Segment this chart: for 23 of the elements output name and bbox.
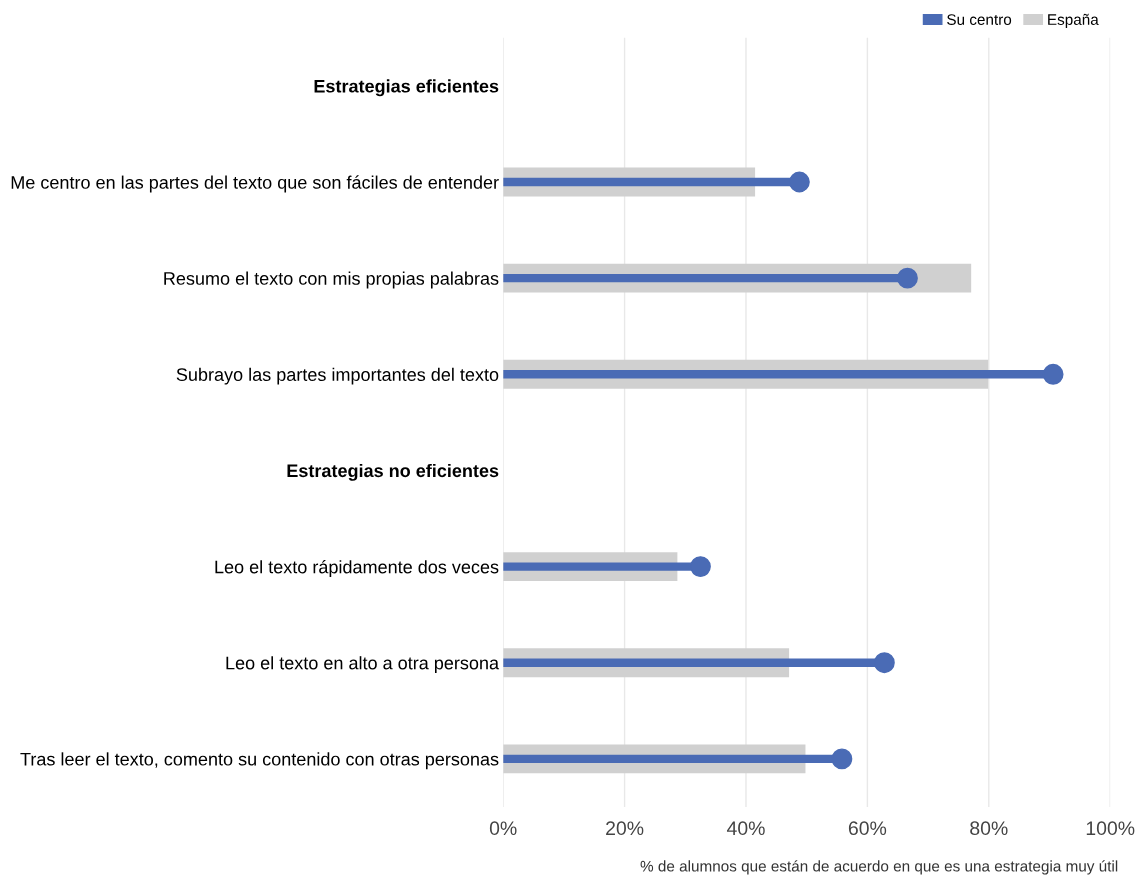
point: [1042, 363, 1064, 385]
y-tick-label: Estrategias no eficientes: [287, 463, 499, 481]
point: [788, 171, 810, 193]
x-tick-label: 0%: [489, 821, 517, 836]
y-tick-label: Leo el texto en alto a otra persona: [226, 656, 500, 673]
legend-label: España: [1048, 13, 1099, 28]
point: [690, 556, 711, 577]
x-tick-label: 40%: [726, 821, 765, 836]
x-tick-label: 60%: [848, 821, 887, 836]
y-tick-label: Resumo el texto con mis propias palabras: [164, 271, 499, 289]
x-tick-label: 100%: [1086, 821, 1135, 836]
x-tick-label: 80%: [970, 821, 1008, 836]
x-axis-title: % de alumnos que están de acuerdo en que es una estrategia muy útil: [640, 860, 1118, 875]
y-tick-label: Estrategias eficientes: [314, 79, 499, 97]
y-tick-label: Tras leer el texto, comento su contenido con otras personas: [20, 752, 499, 770]
y-tick-label: Leo el texto rápidamente dos veces: [215, 559, 499, 577]
y-tick-label: Me centro en las partes del texto que son fáciles de entender: [11, 175, 499, 193]
point: [897, 267, 918, 289]
point: [831, 748, 853, 770]
y-tick-label: Subrayo las partes importantes del texto: [176, 367, 499, 385]
x-tick-label: 20%: [606, 821, 644, 836]
legend-label: Su centro: [947, 14, 1012, 25]
point: [873, 652, 895, 674]
